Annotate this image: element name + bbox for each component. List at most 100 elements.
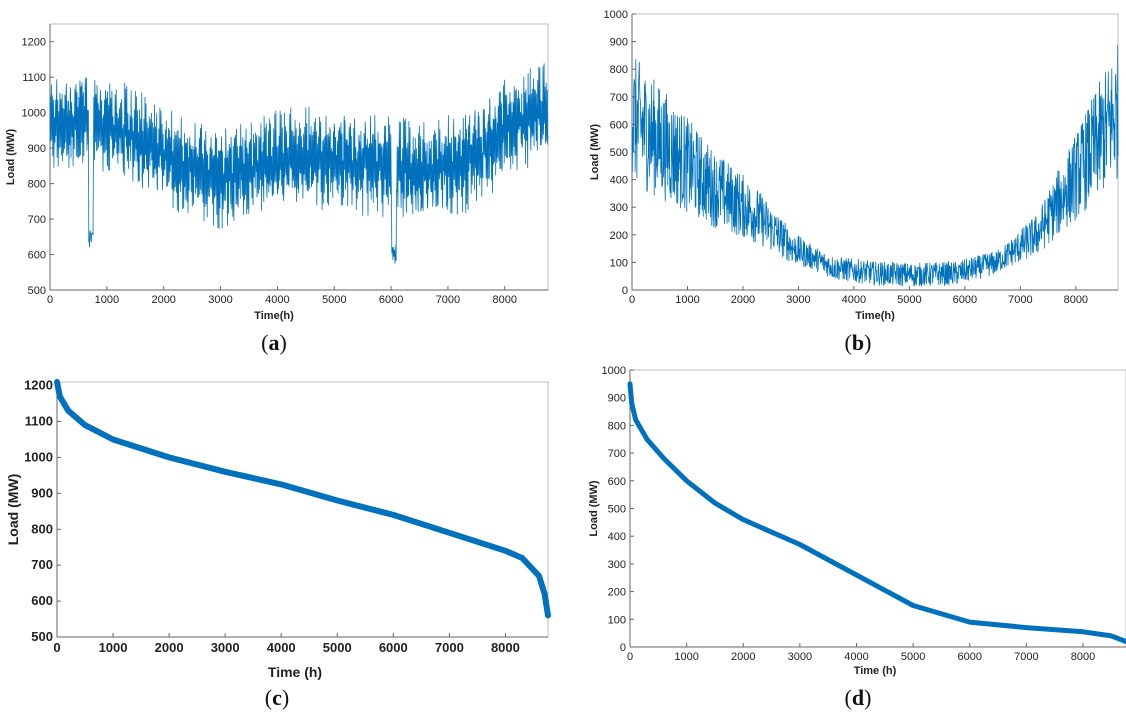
y-axis-label: Load (MW) bbox=[5, 129, 17, 186]
caption-letter: d bbox=[852, 685, 864, 710]
y-tick-label: 600 bbox=[31, 593, 53, 608]
chart-panel-b: 0 1000 2000 3000 4000 5000 6000 7000 8000 0 100 200… bbox=[589, 9, 1119, 355]
x-tick-label: 2000 bbox=[151, 294, 175, 306]
x-tick-label: 8000 bbox=[1064, 294, 1088, 306]
y-tick-label: 800 bbox=[608, 420, 626, 432]
x-tick-label: 3000 bbox=[211, 640, 240, 655]
y-tick-label: 600 bbox=[608, 476, 626, 488]
y-tick-label: 500 bbox=[608, 504, 626, 516]
y-tick-label: 100 bbox=[610, 257, 628, 269]
x-tick-label: 1000 bbox=[99, 640, 128, 655]
y-tick-label: 900 bbox=[28, 143, 46, 155]
y-tick-label: 0 bbox=[620, 642, 626, 654]
y-tick-label: 200 bbox=[608, 587, 626, 599]
y-tick-label: 600 bbox=[28, 250, 46, 262]
x-tick-label: 6000 bbox=[379, 294, 403, 306]
y-tick-label: 900 bbox=[608, 393, 626, 405]
x-tick-label: 2000 bbox=[731, 651, 755, 663]
series-line bbox=[631, 45, 1119, 287]
y-tick-label: 1000 bbox=[22, 108, 46, 120]
caption-letter: b bbox=[852, 330, 864, 355]
x-tick-label: 6000 bbox=[957, 651, 981, 663]
panel-caption: (b) bbox=[845, 330, 872, 355]
chart-panel-a: 0 1000 2000 3000 4000 5000 6000 7000 8000 500 600 7… bbox=[5, 23, 549, 355]
y-tick-label: 300 bbox=[608, 559, 626, 571]
y-tick-label: 400 bbox=[610, 175, 628, 187]
x-tick-label: 0 bbox=[629, 294, 635, 306]
x-tick-label: 3000 bbox=[208, 294, 232, 306]
plot-frame bbox=[56, 381, 549, 638]
x-tick-label: 4000 bbox=[844, 651, 868, 663]
y-tick-label: 500 bbox=[610, 147, 628, 159]
y-tick-label: 0 bbox=[622, 285, 628, 297]
y-tick-label: 1000 bbox=[604, 9, 628, 21]
caption-open: ( bbox=[261, 330, 268, 355]
x-tick-label: 1000 bbox=[95, 294, 119, 306]
x-tick-label: 6000 bbox=[379, 640, 408, 655]
y-tick-label: 300 bbox=[610, 202, 628, 214]
plot-frame bbox=[629, 369, 1126, 648]
x-tick-label: 4000 bbox=[842, 294, 866, 306]
y-tick-label: 500 bbox=[31, 629, 53, 644]
caption-close: ) bbox=[282, 685, 289, 710]
x-tick-label: 6000 bbox=[953, 294, 977, 306]
series-line bbox=[627, 381, 1126, 644]
y-tick-label: 100 bbox=[608, 614, 626, 626]
y-tick-label: 200 bbox=[610, 230, 628, 242]
y-tick-label: 700 bbox=[31, 557, 53, 572]
x-tick-label: 5000 bbox=[322, 294, 346, 306]
x-tick-label: 2000 bbox=[155, 640, 184, 655]
series-line bbox=[54, 379, 551, 619]
x-tick-label: 7000 bbox=[1008, 294, 1032, 306]
x-axis-label: Time (h) bbox=[268, 664, 322, 680]
x-tick-label: 2000 bbox=[731, 294, 755, 306]
series-line bbox=[49, 63, 549, 264]
x-axis-label: Time(h) bbox=[855, 310, 895, 322]
x-tick-label: 5000 bbox=[897, 294, 921, 306]
x-tick-label: 5000 bbox=[901, 651, 925, 663]
y-axis-label: Load (MW) bbox=[588, 480, 600, 537]
y-tick-label: 800 bbox=[610, 64, 628, 76]
x-tick-label: 7000 bbox=[435, 640, 464, 655]
x-tick-label: 5000 bbox=[323, 640, 352, 655]
x-tick-label: 1000 bbox=[675, 294, 699, 306]
x-tick-label: 7000 bbox=[436, 294, 460, 306]
y-tick-label: 900 bbox=[31, 485, 53, 500]
x-tick-label: 8000 bbox=[493, 294, 517, 306]
y-tick-label: 800 bbox=[28, 179, 46, 191]
caption-open: ( bbox=[845, 685, 852, 710]
x-tick-label: 0 bbox=[53, 640, 60, 655]
chart-panel-c: 0 1000 2000 3000 4000 5000 6000 7000 8000 500 600 7… bbox=[5, 378, 551, 710]
y-axis-label: Load (MW) bbox=[5, 474, 21, 546]
x-axis-label: Time (h) bbox=[854, 665, 897, 677]
caption-open: ( bbox=[265, 685, 272, 710]
plot-frame bbox=[631, 13, 1119, 291]
caption-close: ) bbox=[280, 330, 287, 355]
x-tick-label: 4000 bbox=[267, 640, 296, 655]
caption-close: ) bbox=[864, 330, 871, 355]
y-tick-label: 1200 bbox=[22, 37, 46, 49]
y-axis-label: Load (MW) bbox=[589, 124, 601, 181]
y-tick-label: 700 bbox=[610, 92, 628, 104]
caption-letter: a bbox=[269, 330, 280, 355]
x-tick-label: 3000 bbox=[788, 651, 812, 663]
y-tick-label: 1000 bbox=[602, 365, 626, 377]
caption-open: ( bbox=[845, 330, 852, 355]
y-tick-label: 1100 bbox=[25, 414, 53, 429]
x-tick-label: 1000 bbox=[674, 651, 698, 663]
panel-caption: (a) bbox=[261, 330, 287, 355]
x-tick-label: 8000 bbox=[491, 640, 520, 655]
y-tick-label: 500 bbox=[28, 285, 46, 297]
y-tick-label: 800 bbox=[31, 521, 53, 536]
x-axis-label: Time(h) bbox=[254, 310, 294, 322]
x-tick-label: 0 bbox=[47, 294, 53, 306]
panel-caption: (d) bbox=[845, 685, 872, 710]
y-tick-label: 1100 bbox=[22, 72, 46, 84]
x-tick-label: 8000 bbox=[1071, 651, 1095, 663]
x-tick-label: 0 bbox=[627, 651, 633, 663]
y-tick-label: 1200 bbox=[24, 378, 53, 393]
caption-close: ) bbox=[864, 685, 871, 710]
caption-letter: c bbox=[272, 685, 282, 710]
